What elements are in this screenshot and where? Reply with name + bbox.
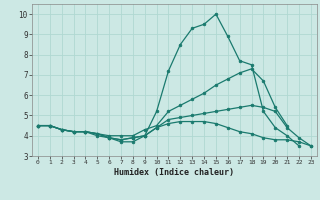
X-axis label: Humidex (Indice chaleur): Humidex (Indice chaleur) [115, 168, 234, 177]
